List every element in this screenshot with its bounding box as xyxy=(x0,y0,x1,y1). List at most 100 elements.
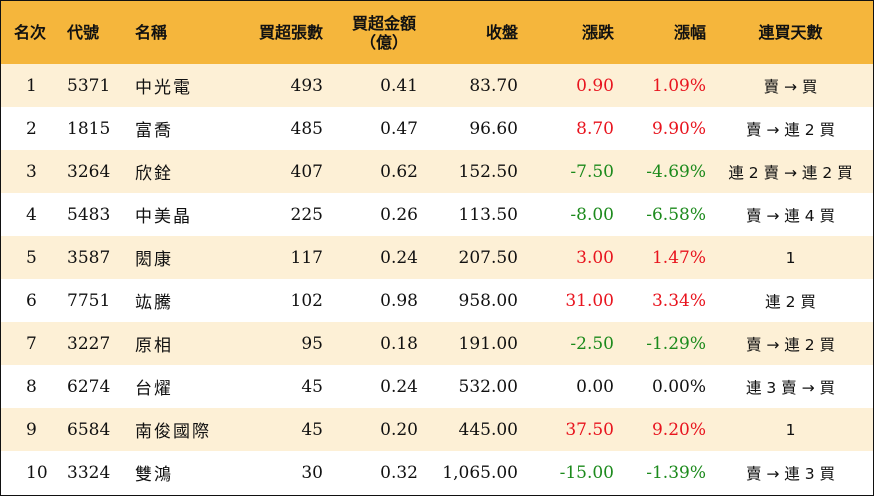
cell-amount: 0.24 xyxy=(380,376,418,397)
cell-code: 3264 xyxy=(67,161,111,182)
table-row: 9 6584 南俊國際 45 0.20 445.00 37.50 9.20% 1 xyxy=(1,408,873,451)
cell-change-pct: -1.29% xyxy=(646,333,706,354)
cell-volume: 225 xyxy=(290,204,323,225)
cell-volume: 485 xyxy=(290,118,323,139)
table-row: 5 3587 閎康 117 0.24 207.50 3.00 1.47% 1 xyxy=(1,236,873,279)
cell-change-pct: 1.47% xyxy=(651,247,706,268)
header-net-buy-amount-line2: （億） xyxy=(359,32,408,52)
table-row: 6 7751 竑騰 102 0.98 958.00 31.00 3.34% 連 … xyxy=(1,279,873,322)
cell-change-pct: 3.34% xyxy=(651,290,706,311)
cell-code: 1815 xyxy=(67,118,111,139)
cell-rank: 5 xyxy=(26,247,37,268)
cell-change: 3.00 xyxy=(576,247,614,268)
cell-change: -2.50 xyxy=(570,333,614,354)
cell-streak: 1 xyxy=(785,248,796,267)
cell-close: 1,065.00 xyxy=(442,462,518,483)
cell-amount: 0.24 xyxy=(380,247,418,268)
table-header-row: 名次 代號 名稱 買超張數 買超金額 （億） 收盤 漲跌 漲幅 連買天數 xyxy=(1,1,873,64)
table-row: 4 5483 中美晶 225 0.26 113.50 -8.00 -6.58% … xyxy=(1,193,873,236)
cell-name: 原相 xyxy=(135,336,173,356)
cell-name: 雙鴻 xyxy=(135,465,173,485)
cell-change-pct: -1.39% xyxy=(646,462,706,483)
cell-rank: 1 xyxy=(26,75,37,96)
cell-change: 0.90 xyxy=(576,75,614,96)
cell-name: 南俊國際 xyxy=(135,422,211,442)
cell-code: 6274 xyxy=(67,376,111,397)
cell-close: 207.50 xyxy=(458,247,518,268)
header-streak: 連買天數 xyxy=(758,23,823,42)
cell-change: 37.50 xyxy=(565,419,614,440)
cell-change-pct: 9.90% xyxy=(651,118,706,139)
cell-change-pct: -6.58% xyxy=(646,204,706,225)
cell-volume: 30 xyxy=(301,462,323,483)
header-change: 漲跌 xyxy=(581,23,614,42)
cell-amount: 0.98 xyxy=(380,290,418,311)
cell-change-pct: 0.00% xyxy=(651,376,706,397)
cell-rank: 8 xyxy=(26,376,37,397)
cell-volume: 45 xyxy=(301,376,323,397)
cell-code: 5371 xyxy=(67,75,111,96)
header-name: 名稱 xyxy=(135,23,168,42)
cell-amount: 0.18 xyxy=(380,333,418,354)
cell-volume: 407 xyxy=(290,161,323,182)
header-change-pct: 漲幅 xyxy=(673,23,706,42)
table-row: 8 6274 台燿 45 0.24 532.00 0.00 0.00% 連 3 … xyxy=(1,365,873,408)
cell-rank: 3 xyxy=(26,161,37,182)
cell-streak: 連 2 買 xyxy=(765,292,816,311)
cell-name: 欣銓 xyxy=(135,164,173,184)
cell-change-pct: 9.20% xyxy=(651,419,706,440)
cell-close: 532.00 xyxy=(458,376,518,397)
cell-amount: 0.41 xyxy=(380,75,418,96)
cell-close: 445.00 xyxy=(458,419,518,440)
cell-rank: 10 xyxy=(26,462,48,483)
header-net-buy-amount-line1: 買超金額 xyxy=(351,13,416,33)
cell-amount: 0.32 xyxy=(380,462,418,483)
header-net-buy-volume: 買超張數 xyxy=(258,23,323,42)
cell-name: 中光電 xyxy=(135,78,192,98)
cell-close: 96.60 xyxy=(469,118,518,139)
cell-change: 0.00 xyxy=(576,376,614,397)
cell-streak: 連 3 賣 → 買 xyxy=(745,378,836,397)
cell-name: 台燿 xyxy=(135,379,173,399)
cell-amount: 0.62 xyxy=(380,161,418,182)
header-close: 收盤 xyxy=(485,23,518,42)
cell-code: 6584 xyxy=(67,419,111,440)
cell-streak: 連 2 賣 → 連 2 買 xyxy=(728,163,853,182)
cell-change-pct: -4.69% xyxy=(646,161,706,182)
cell-close: 83.70 xyxy=(469,75,518,96)
cell-rank: 7 xyxy=(26,333,37,354)
table-row: 10 3324 雙鴻 30 0.32 1,065.00 -15.00 -1.39… xyxy=(1,451,873,494)
cell-change-pct: 1.09% xyxy=(651,75,706,96)
cell-name: 富喬 xyxy=(135,121,173,141)
cell-streak: 賣 → 連 3 買 xyxy=(745,464,836,483)
cell-code: 3324 xyxy=(67,462,111,483)
cell-amount: 0.20 xyxy=(380,419,418,440)
cell-change: -15.00 xyxy=(559,462,614,483)
table-row: 3 3264 欣銓 407 0.62 152.50 -7.50 -4.69% 連… xyxy=(1,150,873,193)
header-net-buy-amount: 買超金額 （億） xyxy=(329,1,429,64)
cell-code: 5483 xyxy=(67,204,111,225)
cell-close: 958.00 xyxy=(458,290,518,311)
cell-code: 7751 xyxy=(67,290,111,311)
cell-streak: 賣 → 連 2 買 xyxy=(745,120,836,139)
cell-volume: 102 xyxy=(290,290,323,311)
table-row: 7 3227 原相 95 0.18 191.00 -2.50 -1.29% 賣 … xyxy=(1,322,873,365)
cell-close: 113.50 xyxy=(458,204,518,225)
header-rank: 名次 xyxy=(14,23,47,42)
table-body: 1 5371 中光電 493 0.41 83.70 0.90 1.09% 賣 →… xyxy=(1,64,873,494)
cell-code: 3587 xyxy=(67,247,111,268)
header-code: 代號 xyxy=(67,23,100,42)
cell-rank: 4 xyxy=(26,204,37,225)
cell-streak: 賣 → 連 2 買 xyxy=(745,335,836,354)
cell-rank: 6 xyxy=(26,290,37,311)
cell-volume: 117 xyxy=(290,247,323,268)
table-row: 1 5371 中光電 493 0.41 83.70 0.90 1.09% 賣 →… xyxy=(1,64,873,107)
cell-name: 閎康 xyxy=(135,250,173,270)
cell-amount: 0.26 xyxy=(380,204,418,225)
cell-amount: 0.47 xyxy=(380,118,418,139)
cell-volume: 493 xyxy=(290,75,323,96)
cell-name: 中美晶 xyxy=(135,207,192,227)
cell-streak: 1 xyxy=(785,420,796,439)
